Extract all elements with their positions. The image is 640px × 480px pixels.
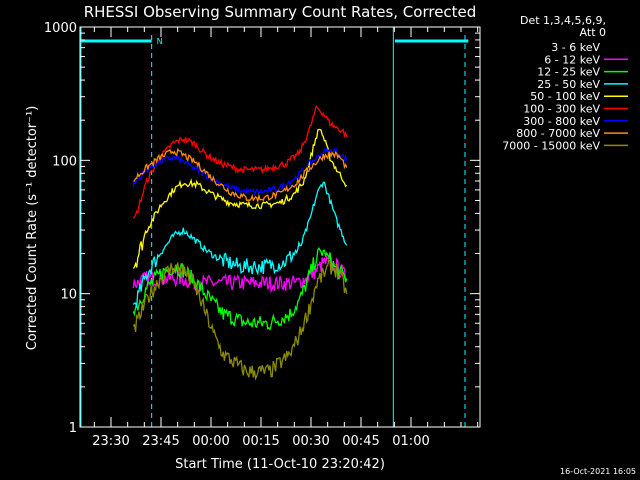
x-tick-label: 00:45 xyxy=(342,434,379,449)
night-saa-overlay: N xyxy=(80,27,469,427)
x-tick-label: 23:45 xyxy=(142,434,179,449)
y-tick-label: 1 xyxy=(69,421,77,436)
x-tick-label: 01:00 xyxy=(392,434,429,449)
series-line-4 xyxy=(132,128,348,269)
legend-label: 3 - 6 keV xyxy=(551,41,600,54)
legend-label: 6 - 12 keV xyxy=(544,53,600,66)
y-axis-ticks: 1 10 100 1000 xyxy=(44,21,480,436)
x-tick-label: 00:15 xyxy=(242,434,279,449)
legend-label: 800 - 7000 keV xyxy=(516,127,600,140)
legend-label: 100 - 300 keV xyxy=(523,103,600,116)
chart-title: RHESSI Observing Summary Count Rates, Co… xyxy=(84,3,477,21)
legend-label: 7000 - 15000 keV xyxy=(502,139,600,152)
legend-label: 50 - 100 keV xyxy=(530,90,600,103)
x-tick-label: 00:30 xyxy=(292,434,329,449)
y-tick-label: 1000 xyxy=(44,21,77,36)
timestamp-label: 16-Oct-2021 16:05 xyxy=(560,467,636,476)
y-axis-label: Corrected Count Rate (s⁻¹ detector⁻¹) xyxy=(25,106,40,351)
legend-label: 25 - 50 keV xyxy=(537,78,600,91)
series-line-6 xyxy=(132,147,348,197)
y-tick-label: 10 xyxy=(60,288,77,303)
y-tick-label: 100 xyxy=(52,154,77,169)
series-line-3 xyxy=(132,181,348,308)
series-layer xyxy=(132,104,348,398)
legend-label: 12 - 25 keV xyxy=(537,66,600,79)
series-line-8 xyxy=(132,258,348,381)
plot-border xyxy=(79,26,481,428)
series-line-5 xyxy=(132,104,348,219)
legend-header: Att 0 xyxy=(580,26,606,39)
x-axis-ticks: 23:30 23:45 00:00 00:15 00:30 00:45 01:00 xyxy=(92,27,479,449)
legend-label: 300 - 800 keV xyxy=(523,115,600,128)
x-axis-label: Start Time (11-Oct-10 23:20:42) xyxy=(175,457,385,472)
series-line-0 xyxy=(132,290,348,398)
series-line-7 xyxy=(133,147,348,204)
x-tick-label: 00:00 xyxy=(192,434,229,449)
night-label: N xyxy=(157,37,163,46)
legend-header: Det 1,3,4,5,6,9, xyxy=(520,14,606,27)
x-tick-label: 23:30 xyxy=(92,434,129,449)
plot-frame xyxy=(79,26,481,428)
